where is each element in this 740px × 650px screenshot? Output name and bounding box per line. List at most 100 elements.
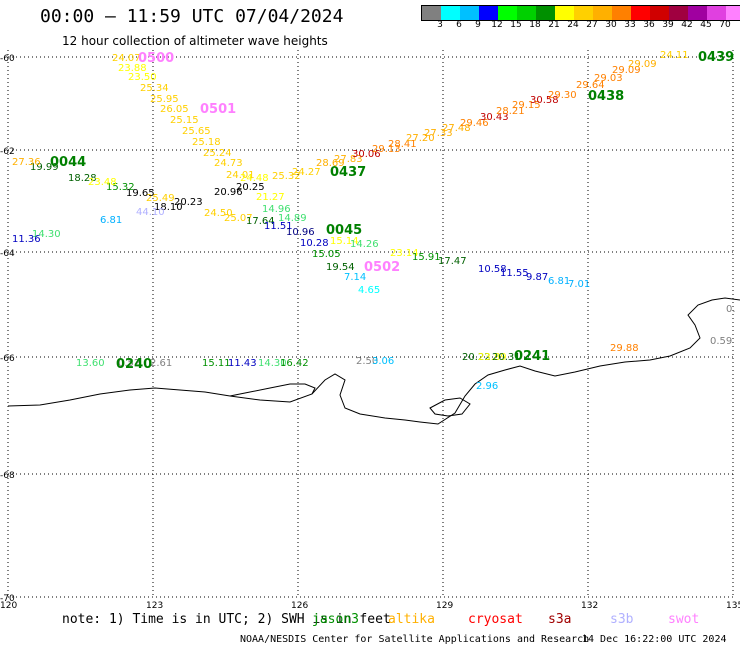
wave-height-value: 11.55 [500, 268, 529, 279]
wave-height-value: 20.25 [236, 182, 265, 193]
colorbar-swatch [460, 6, 479, 20]
colorbar-tick-label: 36 [643, 20, 655, 30]
latitude-label: -70 [0, 594, 15, 604]
pass-time-label: 0438 [588, 89, 624, 104]
longitude-label: 129 [436, 601, 453, 610]
colorbar-tick-label: 15 [510, 20, 522, 30]
latitude-label: -64 [0, 249, 15, 259]
colorbar-swatch [517, 6, 536, 20]
legend-altika: altika [388, 612, 435, 627]
wave-height-value: 19.65 [126, 188, 155, 199]
wave-height-value: 27.48 [442, 123, 471, 134]
wave-height-value: 6.81 [548, 276, 570, 287]
wave-height-value: 28.69 [316, 158, 345, 169]
wave-height-value: 23.89 [478, 352, 507, 363]
colorbar-swatch [612, 6, 631, 20]
wave-height-value: 4.65 [358, 285, 380, 296]
wave-height-value: 10.96 [286, 227, 315, 238]
wave-height-value: 0.59 [710, 336, 732, 347]
colorbar-swatch [574, 6, 593, 20]
graticule [7, 50, 734, 598]
wave-height-value: 21.27 [256, 192, 285, 203]
colorbar-tick-label: 3 [437, 20, 443, 30]
pass-time-label: 0500 [138, 51, 174, 66]
wave-height-value: 11.51 [264, 221, 293, 232]
wave-height-value: 15.05 [312, 249, 341, 260]
wave-height-value: 17.64 [246, 216, 275, 227]
wave-height-value: 26.05 [160, 104, 189, 115]
wave-height-value: 0.52 [118, 358, 140, 369]
wave-height-value: 15.11 [202, 358, 231, 369]
ice-shelf-path [229, 383, 316, 397]
wave-height-value: 16.42 [280, 358, 309, 369]
wave-height-value: 9.87 [526, 272, 548, 283]
colorbar-tick-label: 45 [700, 20, 712, 30]
wave-height-value: 24.50 [204, 208, 233, 219]
wave-height-value: 24.01 [226, 170, 255, 181]
wave-height-value: 2.50 [356, 356, 378, 367]
pass-time-label: 0501 [200, 102, 236, 117]
colorbar-swatch [498, 6, 517, 20]
coastline [7, 297, 740, 425]
latitude-label: -62 [0, 147, 15, 157]
wave-height-value: 2.96 [476, 381, 498, 392]
wave-height-value: 25.18 [192, 137, 221, 148]
wave-height-value: 25.32 [272, 171, 301, 182]
colorbar [421, 5, 740, 21]
wave-height-value: 19.99 [30, 162, 59, 173]
wave-height-value: 25.49 [146, 193, 175, 204]
colorbar-swatch [422, 6, 441, 20]
colorbar-tick-label: 24 [567, 20, 579, 30]
wave-height-value: 24.11 [660, 50, 689, 61]
wave-height-value: 23.88 [118, 63, 147, 74]
wave-height-value: 25.15 [170, 115, 199, 126]
colorbar-swatch [441, 6, 460, 20]
colorbar-tick-label: 18 [529, 20, 541, 30]
pass-time-label: 0439 [698, 50, 734, 65]
wave-height-value: 29.13 [372, 144, 401, 155]
colorbar-swatch [631, 6, 650, 20]
wave-height-value: 29.03 [594, 73, 623, 84]
wave-height-value: 17.47 [438, 256, 467, 267]
legend-swot: swot [668, 612, 700, 627]
wave-height-value: 14.89 [278, 213, 307, 224]
wave-height-value: 29.09 [612, 65, 641, 76]
wave-height-value: 30.58 [530, 95, 559, 106]
latitude-label: -60 [0, 54, 15, 64]
wave-height-value: 23.50 [128, 72, 157, 83]
wave-height-value: 15.32 [106, 182, 135, 193]
colorbar-tick-label: 12 [491, 20, 503, 30]
wave-height-value: 27.20 [406, 133, 435, 144]
wave-height-value: 27.36 [12, 157, 41, 168]
colorbar-tick-label: 39 [662, 20, 674, 30]
wave-height-value: 20.23 [174, 197, 203, 208]
wave-height-value: 7.01 [568, 279, 590, 290]
pass-time-label: 0437 [330, 165, 366, 180]
wave-height-value: 14.96 [262, 204, 291, 215]
wave-height-value: 13.60 [76, 358, 105, 369]
wave-height-value: 29.88 [610, 343, 639, 354]
legend-jason3: jason3 [312, 612, 359, 627]
wave-height-value: 25.65 [182, 126, 211, 137]
wave-height-value: 29.46 [460, 118, 489, 129]
wave-height-value: 15.91 [412, 252, 441, 263]
colorbar-tick-label: 9 [475, 20, 481, 30]
wave-height-value: 23.48 [88, 177, 117, 188]
wave-height-labels: 24.0723.8823.5025.3425.9526.0525.1525.65… [12, 50, 736, 392]
colorbar-tick-label: 30 [605, 20, 617, 30]
longitude-label: 132 [581, 601, 598, 610]
pass-time-label: 0045 [326, 223, 362, 238]
wave-height-value: 10.58 [478, 264, 507, 275]
map-subtitle: 12 hour collection of altimeter wave hei… [62, 34, 328, 48]
coastline-path [7, 297, 740, 425]
credit-text: NOAA/NESDIS Center for Satellite Applica… [240, 634, 590, 645]
colorbar-swatch [669, 6, 688, 20]
legend-s3a: s3a [548, 612, 572, 627]
wave-height-value: 18.28 [68, 173, 97, 184]
wave-height-value: 14.26 [350, 239, 379, 250]
wave-height-value: 30.06 [352, 149, 381, 160]
wave-height-value: 6.81 [100, 215, 122, 226]
generated-timestamp: 14 Dec 16:22:00 UTC 2024 [582, 634, 727, 645]
